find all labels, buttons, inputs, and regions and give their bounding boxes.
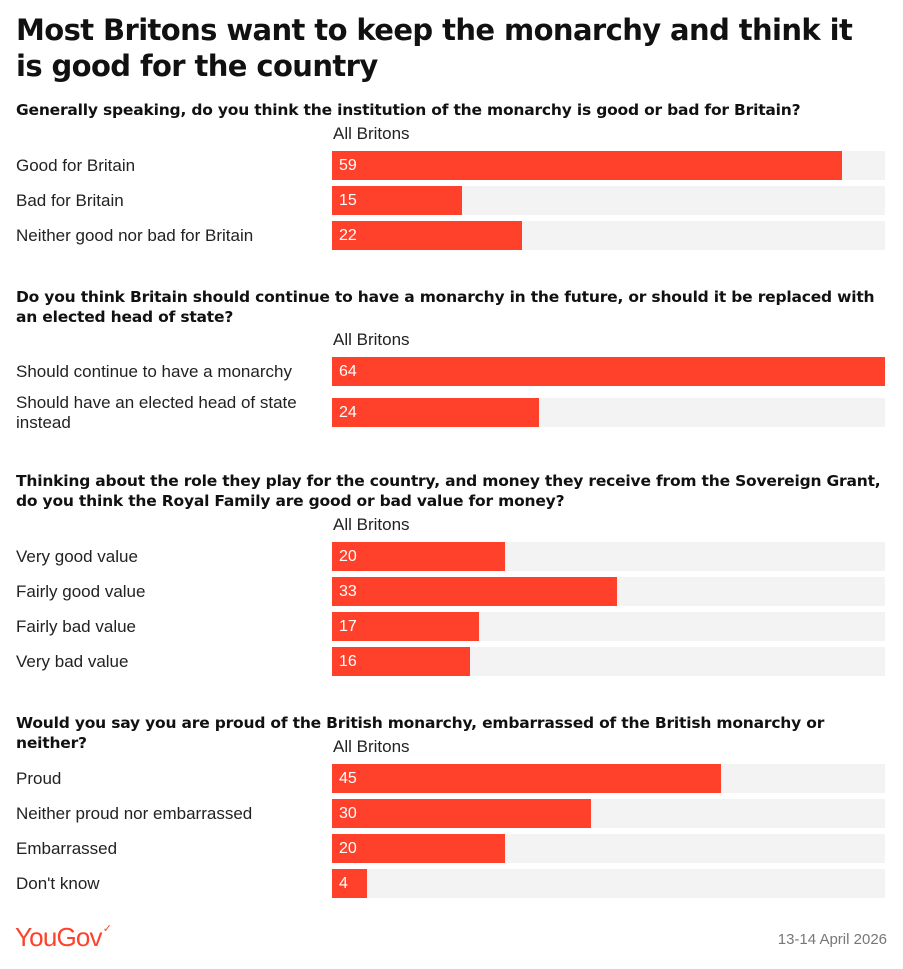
bar-value-label: 16 [339, 653, 357, 670]
logo-mark: ✓ [102, 923, 112, 935]
bar-track: 22 [332, 221, 885, 250]
question-title: Generally speaking, do you think the ins… [16, 101, 801, 119]
bar-value-label: 4 [339, 875, 348, 892]
bar-value-label: 30 [339, 805, 357, 822]
bar-value-label: 24 [339, 404, 357, 421]
bar [332, 764, 721, 793]
bar-value-label: 33 [339, 583, 357, 600]
bar [332, 799, 591, 828]
category-label: Bad for Britain [16, 190, 124, 210]
bar [332, 869, 367, 898]
column-header: All Britons [333, 515, 410, 534]
category-label: Should continue to have a monarchy [16, 361, 292, 381]
bar [332, 577, 617, 606]
bar-track: 64 [332, 357, 885, 386]
category-label: Don't know [16, 873, 100, 893]
bar-track: 15 [332, 186, 885, 215]
bar-value-label: 45 [339, 770, 357, 787]
bar-track: 24 [332, 398, 885, 427]
bar-track: 59 [332, 151, 885, 180]
yougov-logo: YouGov✓ [15, 922, 112, 953]
bar-value-label: 22 [339, 227, 357, 244]
bar [332, 186, 462, 215]
bar-track: 20 [332, 834, 885, 863]
category-label: Proud [16, 768, 62, 788]
bar-track: 20 [332, 542, 885, 571]
bar-value-label: 64 [339, 363, 357, 380]
bar-value-label: 59 [339, 157, 357, 174]
bar-track: 30 [332, 799, 885, 828]
bar-track: 4 [332, 869, 885, 898]
bar-value-label: 15 [339, 192, 357, 209]
bar [332, 834, 505, 863]
bar-track: 33 [332, 577, 885, 606]
bar [332, 542, 505, 571]
category-label: Very good value [16, 546, 138, 566]
bar-track: 45 [332, 764, 885, 793]
category-label: Good for Britain [16, 155, 136, 175]
bar-track: 17 [332, 612, 885, 641]
category-label: Embarrassed [16, 838, 118, 858]
bar [332, 647, 470, 676]
category-label: Very bad value [16, 651, 129, 671]
question-title: Do you think Britain should continue to … [16, 288, 875, 326]
category-label: Fairly bad value [16, 616, 137, 636]
column-header: All Britons [333, 330, 410, 349]
fieldwork-date: 13-14 April 2026 [777, 931, 887, 948]
category-label: Neither good nor bad for Britain [16, 225, 254, 245]
column-header: All Britons [333, 737, 410, 756]
bar-value-label: 17 [339, 618, 357, 635]
bar-value-label: 20 [339, 840, 357, 857]
chart-title: Most Britons want to keep the monarchy a… [16, 13, 853, 83]
bar [332, 357, 885, 386]
question-title: Would you say you are proud of the Briti… [16, 714, 825, 752]
category-label: Fairly good value [16, 581, 146, 601]
bar [332, 612, 479, 641]
bar [332, 398, 539, 427]
category-label: Should have an elected head of state ins… [16, 392, 297, 432]
category-label: Neither proud nor embarrassed [16, 803, 253, 823]
logo-text: YouGov [15, 922, 103, 952]
bar [332, 151, 842, 180]
bar [332, 221, 522, 250]
bar-value-label: 20 [339, 548, 357, 565]
question-title: Thinking about the role they play for th… [16, 472, 881, 510]
bar-track: 16 [332, 647, 885, 676]
column-header: All Britons [333, 124, 410, 143]
